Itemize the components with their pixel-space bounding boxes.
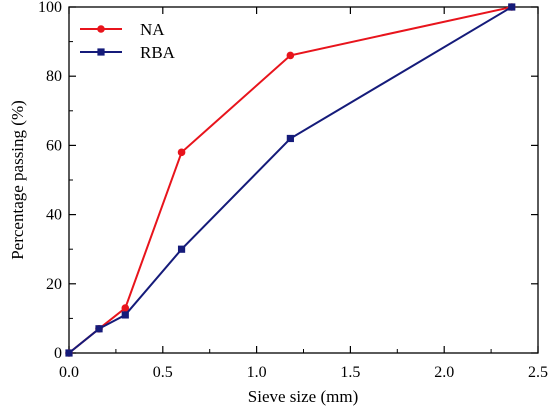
x-tick-label: 1.0 xyxy=(247,364,267,381)
data-point-rba xyxy=(508,3,516,11)
y-tick-label: 80 xyxy=(46,68,62,85)
legend-label-na: NA xyxy=(140,20,165,39)
data-point-rba xyxy=(286,134,294,143)
data-point-na xyxy=(286,51,295,60)
y-tick-labels: 0 20 40 60 80 100 xyxy=(38,0,62,362)
data-point-rba xyxy=(177,245,186,253)
x-axis-label: Sieve size (mm) xyxy=(248,387,358,406)
series-line-rba xyxy=(68,6,513,354)
y-tick-label: 100 xyxy=(38,0,62,16)
x-tick-label: 0.5 xyxy=(153,364,173,381)
data-point-rba xyxy=(65,349,73,357)
y-tick-label: 60 xyxy=(46,137,62,154)
x-tick-label: 0.0 xyxy=(59,364,79,381)
x-tick-label: 2.0 xyxy=(434,364,454,381)
series-layer xyxy=(65,3,516,357)
legend-item-rba: RBA xyxy=(80,43,176,62)
y-tick-label: 20 xyxy=(46,276,62,293)
x-tick-label: 2.5 xyxy=(528,364,548,381)
y-axis-label: Percentage passing (%) xyxy=(8,100,27,260)
y-tick-label: 0 xyxy=(54,345,62,362)
axis-ticks xyxy=(68,6,539,354)
legend-item-na: NA xyxy=(80,20,165,39)
data-point-rba xyxy=(121,311,129,319)
legend-marker-rba xyxy=(97,48,105,56)
y-tick-label: 40 xyxy=(46,207,62,224)
series-rba xyxy=(65,3,516,357)
data-point-na xyxy=(177,148,186,157)
data-point-na xyxy=(121,304,130,312)
x-tick-labels: 0.0 0.5 1.0 1.5 2.0 2.5 xyxy=(59,364,548,381)
data-point-rba xyxy=(95,325,103,333)
legend-marker-na xyxy=(97,25,105,33)
legend: NA RBA xyxy=(80,20,176,62)
legend-label-rba: RBA xyxy=(140,43,176,62)
series-na xyxy=(65,3,516,357)
x-tick-label: 1.5 xyxy=(340,364,360,381)
